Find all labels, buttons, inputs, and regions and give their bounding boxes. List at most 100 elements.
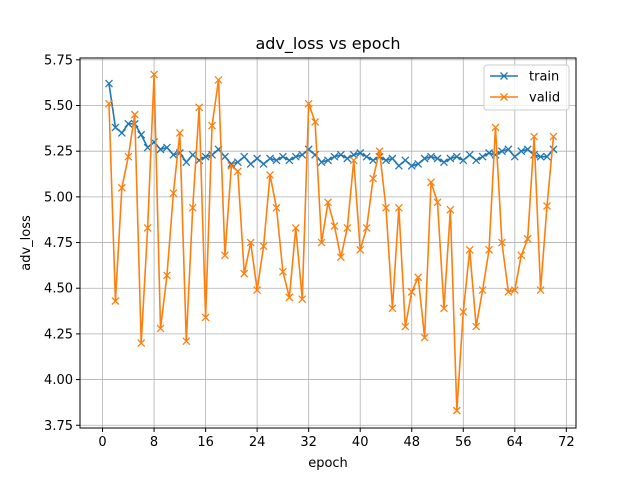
data-point-train — [188, 150, 197, 159]
data-point-valid — [478, 286, 487, 295]
data-point-train — [510, 152, 519, 161]
data-point-train — [401, 156, 410, 165]
legend-label-valid: valid — [529, 91, 560, 106]
data-point-valid — [311, 117, 320, 126]
ticks: 0 8 16 24 32 40 48 56 64 72 3.75 4.00 4.25 4.50 4.75 5.… — [44, 53, 575, 450]
data-point-train — [317, 158, 326, 167]
data-point-valid — [298, 295, 307, 304]
y-tick-label: 5.00 — [44, 190, 73, 205]
data-point-valid — [233, 167, 242, 176]
data-point-train — [497, 147, 506, 156]
data-point-train — [201, 152, 210, 161]
data-point-train — [369, 156, 378, 165]
data-point-valid — [304, 99, 313, 108]
data-point-train — [356, 149, 365, 157]
data-point-valid — [130, 110, 139, 119]
x-tick-label: 0 — [98, 435, 106, 450]
data-point-valid — [143, 223, 152, 232]
data-point-valid — [150, 70, 159, 79]
data-point-valid — [163, 271, 171, 280]
x-tick-label: 8 — [150, 435, 158, 450]
data-point-valid — [452, 406, 461, 415]
y-tick-label: 5.75 — [44, 53, 73, 68]
data-point-train — [105, 79, 113, 88]
data-point-train — [536, 152, 545, 161]
data-point-valid — [465, 245, 474, 254]
data-point-valid — [388, 304, 397, 313]
data-point-valid — [253, 286, 262, 295]
x-tick-label: 64 — [507, 435, 524, 450]
y-tick-label: 5.50 — [44, 99, 73, 114]
data-point-valid — [543, 202, 551, 210]
data-point-train — [246, 160, 255, 168]
data-point-valid — [356, 245, 365, 254]
data-point-train — [517, 147, 526, 156]
y-tick-label: 4.75 — [44, 236, 73, 251]
data-point-train — [124, 119, 133, 128]
x-tick-label: 24 — [249, 435, 266, 450]
data-point-train — [266, 154, 274, 163]
y-tick-label: 3.75 — [44, 419, 73, 434]
data-point-train — [208, 150, 217, 159]
data-point-valid — [549, 132, 558, 141]
x-tick-label: 48 — [403, 435, 420, 450]
data-point-train — [420, 154, 429, 163]
data-point-train — [504, 145, 513, 154]
series-line-valid — [108, 73, 555, 412]
data-point-valid — [420, 333, 429, 342]
data-point-train — [427, 152, 436, 161]
y-axis-label: adv_loss — [19, 215, 34, 271]
data-point-valid — [156, 324, 165, 333]
y-tick-label: 4.00 — [44, 373, 73, 388]
x-tick-label: 16 — [197, 435, 214, 450]
data-point-valid — [382, 203, 390, 212]
data-point-train — [330, 152, 339, 161]
data-point-train — [414, 160, 423, 168]
data-point-valid — [137, 339, 146, 347]
data-point-train — [543, 152, 551, 161]
data-point-train — [291, 152, 300, 161]
data-point-valid — [214, 75, 223, 84]
data-point-valid — [266, 170, 274, 179]
data-point-valid — [105, 99, 113, 108]
data-point-valid — [117, 183, 126, 192]
series-layer — [105, 70, 558, 415]
x-tick-label: 72 — [558, 435, 575, 450]
data-point-train — [459, 156, 468, 165]
data-point-train — [523, 145, 532, 154]
data-point-train — [259, 160, 268, 168]
data-point-valid — [459, 308, 468, 316]
data-point-valid — [343, 223, 352, 232]
data-point-valid — [491, 123, 500, 132]
x-tick-label: 56 — [455, 435, 472, 450]
data-point-train — [272, 156, 281, 165]
legend: train valid — [483, 64, 570, 111]
data-point-train — [394, 161, 403, 170]
series-valid — [105, 70, 558, 415]
data-point-train — [137, 130, 146, 139]
data-point-valid — [259, 242, 268, 251]
data-point-train — [336, 150, 345, 159]
data-point-train — [452, 152, 461, 161]
data-point-train — [117, 128, 126, 137]
grid — [80, 58, 576, 428]
data-point-train — [465, 150, 474, 159]
data-point-valid — [439, 304, 448, 313]
data-point-valid — [530, 132, 539, 141]
data-point-valid — [536, 286, 545, 295]
legend-marker-valid — [500, 93, 508, 101]
data-point-valid — [124, 152, 133, 161]
data-point-train — [446, 154, 455, 163]
y-tick-label: 4.50 — [44, 282, 73, 297]
data-point-train — [278, 152, 287, 161]
data-point-train — [285, 156, 294, 165]
data-point-valid — [401, 322, 410, 331]
data-point-train — [253, 154, 262, 163]
x-axis-label: epoch — [308, 456, 348, 471]
chart-title: adv_loss vs epoch — [255, 34, 400, 54]
data-point-train — [111, 123, 120, 132]
y-tick-label: 5.25 — [44, 145, 73, 160]
data-point-train — [549, 145, 558, 154]
data-point-train — [343, 154, 352, 163]
data-point-valid — [517, 251, 526, 260]
